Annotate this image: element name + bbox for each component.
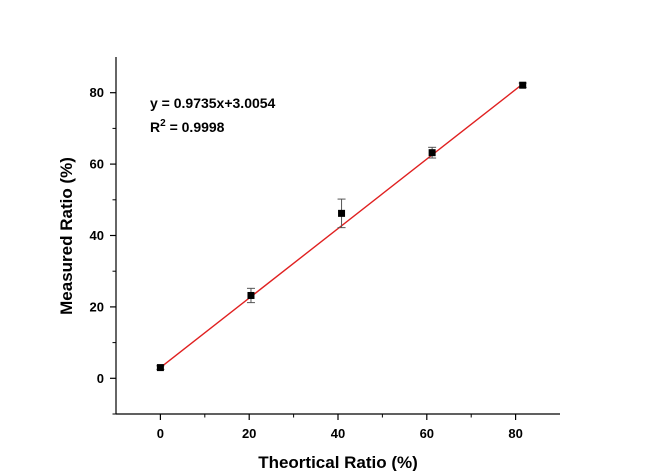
x-tick-label: 20 [242,426,256,441]
x-tick-label: 60 [420,426,434,441]
r-squared-superscript: 2 [160,118,166,129]
r-squared-prefix: R [150,119,160,135]
x-tick-label: 40 [331,426,345,441]
y-axis-title: Measured Ratio (%) [57,157,76,315]
x-tick-label: 80 [508,426,522,441]
r-squared: R2 = 0.9998 [150,118,225,135]
fit-equation: y = 0.9735x+3.0054 [150,95,276,111]
x-axis-title: Theortical Ratio (%) [258,453,418,471]
data-point [428,149,436,157]
y-tick-label: 60 [90,157,104,172]
plot-area: 0 20 40 60 80 0 20 40 60 80 [90,57,560,441]
y-tick-label: 80 [90,85,104,100]
data-point [156,364,164,372]
y-tick-label: 40 [90,228,104,243]
data-point [247,291,255,299]
r-squared-value: = 0.9998 [166,119,225,135]
y-tick-label: 20 [90,299,104,314]
data-point [338,209,346,217]
x-tick-label: 0 [157,426,164,441]
data-point [519,81,527,89]
y-tick-label: 0 [97,371,104,386]
